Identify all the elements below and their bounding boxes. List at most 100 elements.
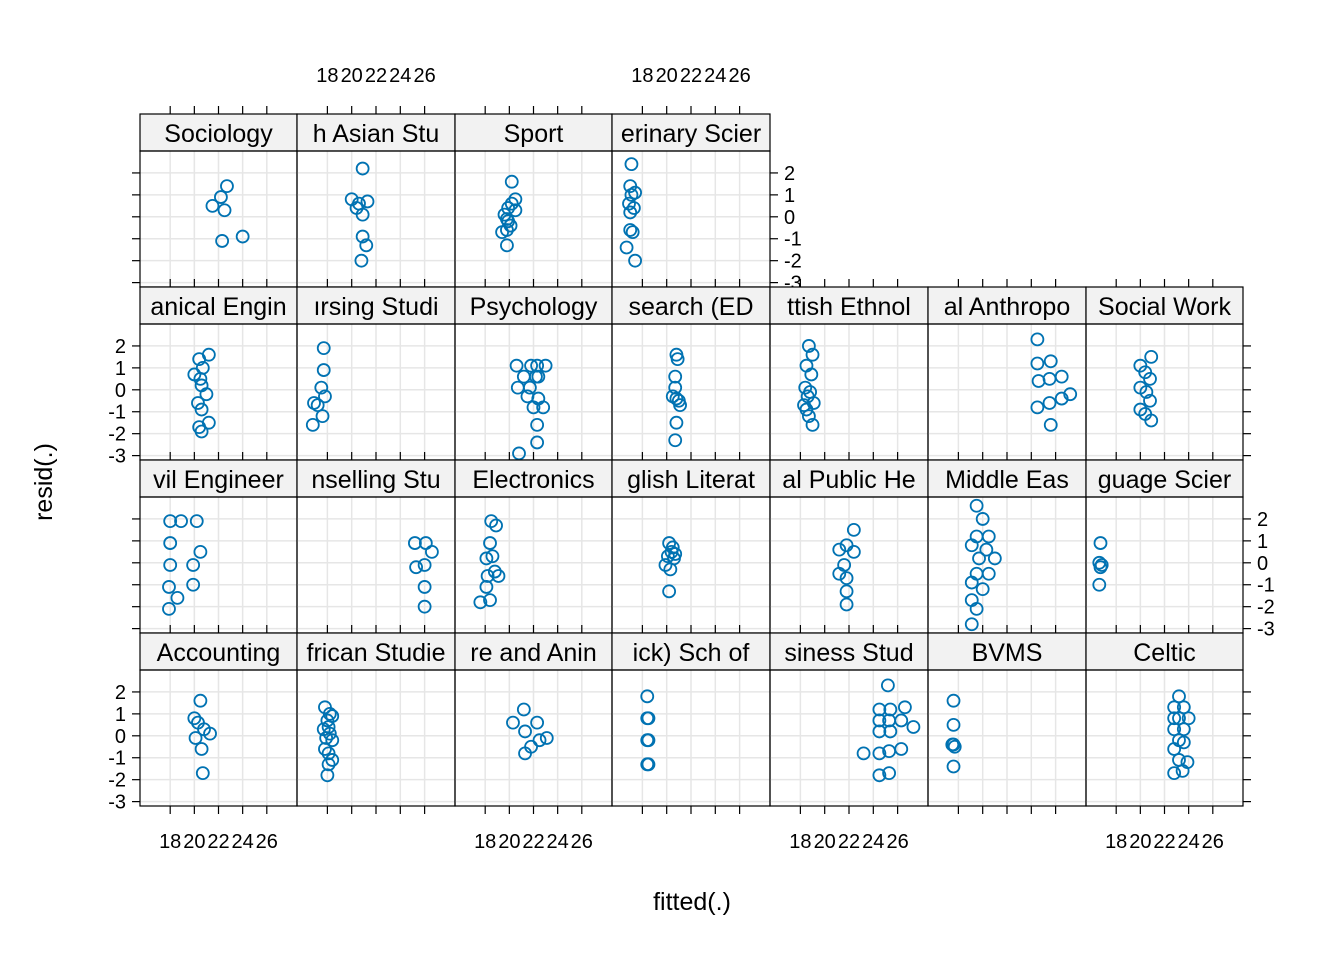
data-point [538,358,553,373]
strip [927,286,1087,325]
data-point [191,396,205,410]
panel: Social Work [1085,279,1251,461]
data-point [1143,371,1157,386]
x-tick-label: 18 [316,65,338,87]
data-point [162,580,176,594]
data-point [192,352,207,366]
data-point [964,617,979,632]
data-point [316,363,331,377]
x-tick-label: 26 [1202,831,1224,853]
strip [139,113,298,152]
data-point [1167,742,1182,756]
data-point [883,724,898,739]
data-point [1167,766,1182,780]
data-point [801,409,816,424]
data-point [663,562,678,577]
panel: nselling Stu [296,452,456,634]
data-point [359,238,374,253]
data-point [947,739,962,754]
panel: h Asian Stu 18 20 22 24 26 [296,65,456,288]
data-point [354,253,369,268]
data-point [1030,332,1045,347]
strip [611,632,771,671]
data-point [510,380,525,395]
strip-label: BVMS [972,639,1043,667]
data-point [321,746,336,761]
x-tick-label: 18 [1105,831,1127,853]
data-point [193,693,208,708]
strip-label: Middle Eas [945,466,1069,494]
y-tick-label: 0 [1257,553,1268,575]
data-point [624,187,639,202]
data-point [981,566,996,581]
y-tick-label: 2 [115,336,126,358]
strip-label: ttish Ethnol [787,293,911,321]
y-tick-label: -1 [108,748,126,770]
data-point [839,597,854,612]
x-tick-label: 26 [886,831,908,853]
data-point [1093,536,1108,550]
x-tick-label: 24 [232,831,254,853]
data-point [839,584,854,599]
data-point [503,218,518,233]
data-point [625,225,640,240]
data-point [872,724,887,739]
data-point [1144,413,1159,428]
panel: vil Engineer [132,452,298,634]
y-tick-label: -1 [784,229,802,251]
data-point [199,387,214,402]
y-tick-label: 1 [1257,531,1268,553]
data-point [220,179,234,193]
data-point [1031,374,1046,388]
data-point [170,591,185,605]
data-point [417,580,432,594]
data-point [662,584,677,599]
strip-label: Accounting [157,639,281,667]
y-tick-label: 1 [115,358,126,380]
data-point [512,446,526,461]
data-point [530,418,545,432]
strip [769,459,929,498]
data-point [500,238,514,253]
data-point [483,593,497,607]
panel: frican Studie [296,625,456,814]
panel: al Anthropo [927,279,1087,461]
strip-label: nselling Stu [311,466,440,494]
data-point [314,380,329,395]
x-tick-label: 24 [547,831,569,853]
panel: search (ED [611,279,771,461]
data-point [946,693,961,708]
data-point [1093,560,1108,575]
strip-label: siness Stud [784,639,913,667]
panel: al Public He [769,452,929,634]
strip [927,459,1087,498]
x-tick-label: 20 [1129,831,1151,853]
data-point [355,161,370,176]
strip-label: h Asian Stu [313,120,439,148]
data-point [1172,689,1186,704]
panel: siness Stud 18 20 22 24 26 [769,625,929,853]
data-point [641,711,656,726]
data-point [485,549,500,564]
data-point [1042,371,1057,386]
x-tick-label: 22 [1153,831,1175,853]
data-point [1030,400,1045,415]
strip-label: Celtic [1133,639,1196,667]
data-point [975,582,990,597]
x-tick-label: 20 [656,65,678,87]
data-point [203,726,217,741]
x-tick-label: 24 [862,831,884,853]
data-point [508,192,523,207]
y-tick-label: 1 [115,704,126,726]
data-point [669,391,684,406]
strip-label: guage Scier [1098,466,1231,494]
data-point [188,731,203,745]
data-point [355,207,370,222]
x-tick-label: 18 [631,65,653,87]
data-point [539,731,554,745]
strip-label: Social Work [1098,293,1231,321]
data-point [479,580,494,594]
y-tick-label: -3 [108,446,126,468]
